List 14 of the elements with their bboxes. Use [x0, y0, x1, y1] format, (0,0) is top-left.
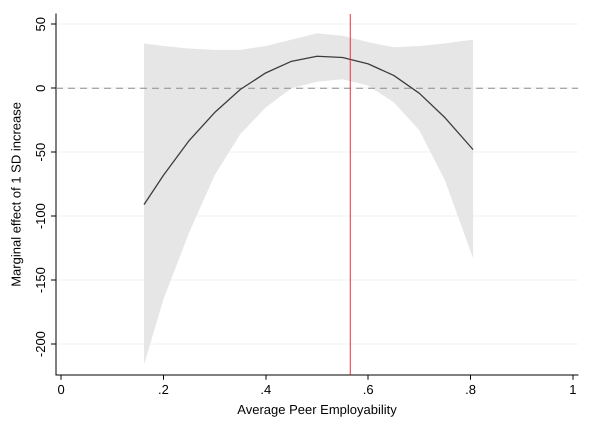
- x-tick-label: .8: [465, 382, 476, 398]
- x-tick-label: .6: [362, 382, 374, 398]
- x-tick-label: .2: [158, 382, 169, 398]
- y-tick-label: -100: [33, 203, 48, 230]
- y-tick-label: -200: [33, 331, 48, 358]
- x-tick-label: .4: [260, 382, 272, 398]
- x-axis-title: Average Peer Employability: [237, 402, 398, 417]
- y-tick-label: -150: [33, 267, 48, 294]
- y-tick-label: -50: [33, 142, 48, 162]
- y-tick-label: 50: [33, 17, 48, 32]
- y-axis-title: Marginal effect of 1 SD increase: [8, 102, 24, 287]
- y-tick-label: 0: [33, 84, 48, 92]
- x-tick-label: 0: [58, 382, 65, 398]
- x-tick-label: 1: [569, 382, 576, 398]
